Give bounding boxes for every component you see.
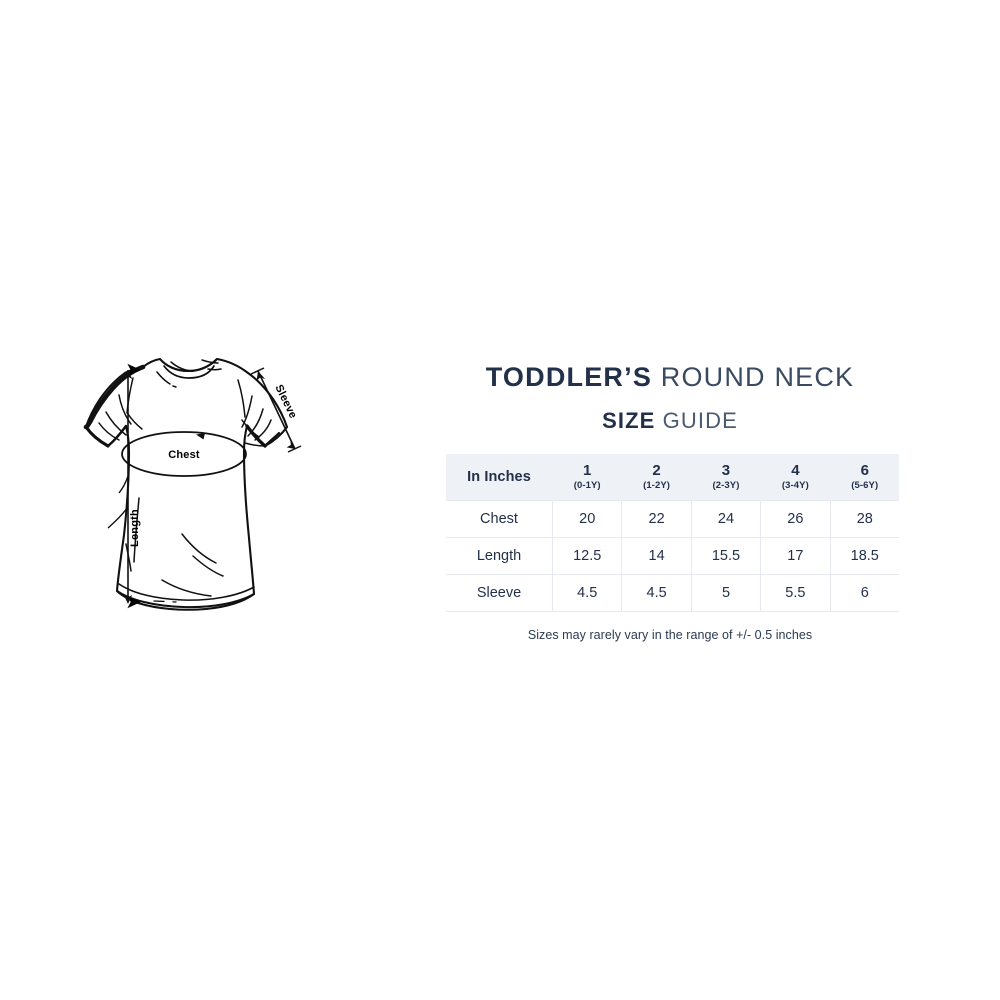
row-label-chest: Chest: [446, 500, 553, 538]
table-header-row: In Inches 1 (0-1Y) 2 (1-2Y) 3 (2-3Y) 4: [446, 454, 899, 501]
size-guide-panel: TODDLER’S ROUND NECK SIZE GUIDE In Inche…: [430, 360, 910, 642]
cell-chest-1: 20: [551, 500, 622, 538]
cell-sleeve-3: 5: [690, 574, 761, 612]
column-header-size-3: 3 (2-3Y): [690, 454, 761, 501]
cell-length-2: 14: [621, 537, 692, 575]
cell-sleeve-4: 5.5: [760, 574, 831, 612]
table-row: Sleeve 4.5 4.5 5 5.5 6: [446, 574, 899, 612]
tshirt-illustration: Chest Length Sleeve: [42, 348, 342, 648]
size-age-range: (0-1Y): [573, 480, 601, 491]
cell-length-3: 15.5: [690, 537, 761, 575]
size-table-body: Chest 20 22 24 26 28 Length 12.5 14 15.5…: [446, 500, 899, 612]
size-age-range: (5-6Y): [851, 480, 879, 491]
sleeve-measure-indicator: [250, 367, 302, 453]
chest-measure-indicator: [121, 431, 247, 477]
page-title: TODDLER’S ROUND NECK: [430, 360, 910, 394]
size-variance-note: Sizes may rarely vary in the range of +/…: [527, 628, 813, 642]
tshirt-collar-sketchmarks: [156, 359, 222, 388]
size-age-range: (2-3Y): [712, 480, 740, 491]
chest-label: Chest: [168, 449, 200, 461]
cell-length-1: 12.5: [551, 537, 622, 575]
cell-sleeve-6: 6: [829, 574, 899, 612]
column-header-size-6: 6 (5-6Y): [829, 454, 899, 501]
tshirt-outline: [84, 357, 289, 611]
table-row: Length 12.5 14 15.5 17 18.5: [446, 537, 899, 575]
table-row: Chest 20 22 24 26 28: [446, 500, 899, 538]
row-label-sleeve: Sleeve: [446, 574, 553, 612]
size-table-header: In Inches 1 (0-1Y) 2 (1-2Y) 3 (2-3Y) 4: [446, 454, 899, 501]
size-number: 6: [860, 462, 869, 479]
size-age-range: (3-4Y): [781, 480, 809, 491]
cell-chest-2: 22: [621, 500, 692, 538]
page-title-bold: TODDLER’S: [485, 362, 653, 392]
page-subtitle: SIZE GUIDE: [430, 406, 910, 436]
length-label: Length: [129, 509, 141, 547]
cell-length-4: 17: [760, 537, 831, 575]
size-table-container: In Inches 1 (0-1Y) 2 (1-2Y) 3 (2-3Y) 4: [430, 454, 910, 612]
table-corner-header: In Inches: [446, 454, 553, 501]
cell-sleeve-2: 4.5: [621, 574, 692, 612]
column-header-size-1: 1 (0-1Y): [551, 454, 622, 501]
subtitle-bold: SIZE: [602, 408, 656, 433]
cell-chest-4: 26: [760, 500, 831, 538]
column-header-size-4: 4 (3-4Y): [760, 454, 831, 501]
column-header-size-2: 2 (1-2Y): [621, 454, 692, 501]
size-age-range: (1-2Y): [643, 480, 671, 491]
page-title-light: ROUND NECK: [660, 362, 855, 392]
size-number: 3: [721, 462, 731, 479]
row-label-length: Length: [446, 537, 553, 575]
cell-chest-3: 24: [690, 500, 761, 538]
subtitle-light: GUIDE: [662, 408, 738, 433]
cell-sleeve-1: 4.5: [551, 574, 622, 612]
cell-chest-6: 28: [829, 500, 899, 538]
size-number: 4: [791, 462, 800, 479]
length-measure-indicator: [107, 363, 141, 609]
cell-length-6: 18.5: [829, 537, 899, 575]
size-number: 2: [652, 462, 661, 479]
tshirt-sleeve-right-folds: [237, 379, 272, 447]
size-table: In Inches 1 (0-1Y) 2 (1-2Y) 3 (2-3Y) 4: [446, 454, 899, 612]
size-number: 1: [583, 462, 592, 479]
